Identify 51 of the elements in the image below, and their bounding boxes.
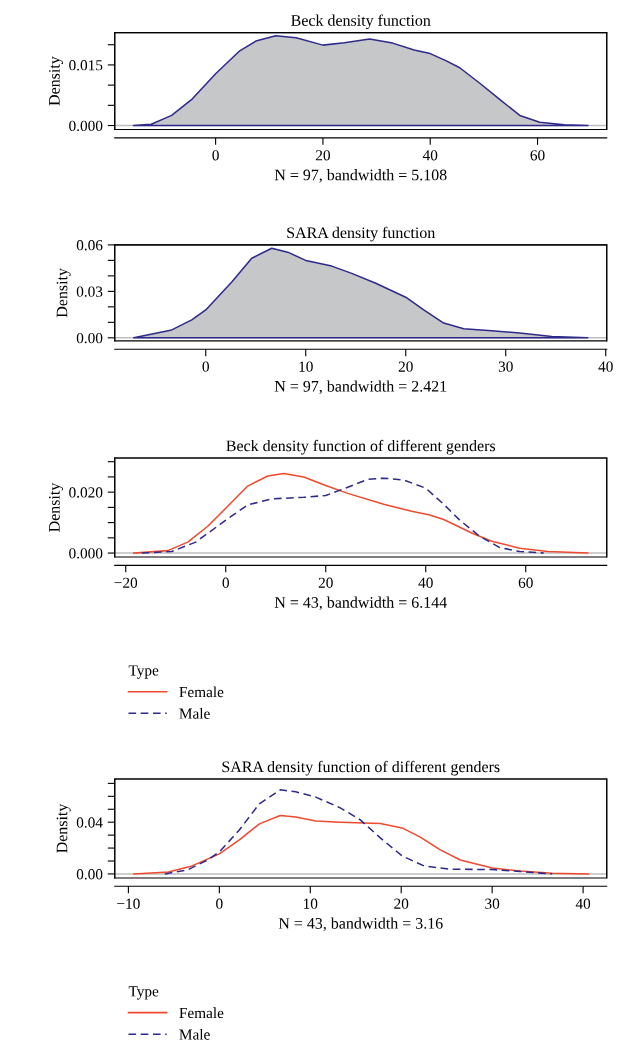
x-tick-label: −20 bbox=[114, 577, 138, 588]
x-tick-label: 40 bbox=[418, 577, 433, 588]
x-axis-title: N = 97, bandwidth = 5.108 bbox=[274, 169, 447, 183]
y-tick-label: 0.04 bbox=[76, 817, 103, 828]
line-series bbox=[164, 789, 553, 875]
chart-title: SARA density function of different genders bbox=[222, 760, 500, 776]
x-tick-label: 20 bbox=[318, 577, 333, 588]
x-tick-label: −10 bbox=[117, 898, 140, 909]
x-tick-label: 20 bbox=[394, 898, 409, 909]
legend-label: Male bbox=[179, 708, 210, 719]
legend-label: Female bbox=[179, 686, 224, 698]
y-tick-label: 0.000 bbox=[69, 120, 103, 132]
chart-title: Beck density function bbox=[291, 14, 431, 30]
legend-title: Type bbox=[128, 665, 159, 679]
y-tick-label: 0.03 bbox=[76, 286, 103, 297]
x-tick-label: 0 bbox=[212, 150, 219, 161]
y-tick-label: 0.015 bbox=[69, 60, 103, 71]
x-tick-label: 40 bbox=[422, 150, 438, 161]
chart-title: Beck density function of different genders bbox=[226, 439, 496, 455]
x-tick-label: 20 bbox=[315, 150, 330, 161]
x-tick-label: 60 bbox=[518, 577, 533, 588]
y-tick-label: 0.000 bbox=[69, 548, 103, 559]
legend-title: Type bbox=[128, 986, 159, 1000]
x-axis-title: N = 43, bandwidth = 6.144 bbox=[274, 596, 447, 611]
line-series bbox=[132, 472, 589, 554]
line-series bbox=[140, 477, 545, 554]
x-tick-label: 10 bbox=[299, 361, 313, 372]
x-tick-label: 10 bbox=[303, 898, 318, 909]
x-tick-label: 60 bbox=[530, 150, 545, 161]
x-tick-label: 40 bbox=[575, 898, 591, 909]
x-tick-label: 30 bbox=[498, 361, 513, 372]
x-axis-title: N = 97, bandwidth = 2.421 bbox=[274, 380, 447, 394]
chart-title: SARA density function bbox=[287, 226, 436, 242]
y-tick-label: 0.020 bbox=[69, 487, 103, 498]
legend-label: Male bbox=[179, 1028, 210, 1040]
y-axis-title: Density bbox=[56, 803, 71, 853]
x-tick-label: 30 bbox=[485, 898, 500, 909]
y-axis-title: Density bbox=[48, 56, 64, 106]
x-axis-title: N = 43, bandwidth = 3.16 bbox=[278, 917, 443, 932]
x-tick-label: 20 bbox=[398, 361, 413, 372]
y-tick-label: 0.06 bbox=[76, 240, 103, 251]
x-tick-label: 40 bbox=[598, 361, 613, 372]
y-axis-title: Density bbox=[56, 268, 71, 318]
legend-label: Female bbox=[179, 1007, 224, 1019]
x-tick-label: 0 bbox=[216, 898, 223, 909]
y-axis-title: Density bbox=[48, 482, 64, 532]
line-series bbox=[133, 814, 590, 875]
x-tick-label: 0 bbox=[202, 361, 209, 372]
x-tick-label: 0 bbox=[222, 577, 229, 588]
y-tick-label: 0.00 bbox=[76, 869, 103, 880]
y-tick-label: 0.00 bbox=[76, 332, 103, 344]
